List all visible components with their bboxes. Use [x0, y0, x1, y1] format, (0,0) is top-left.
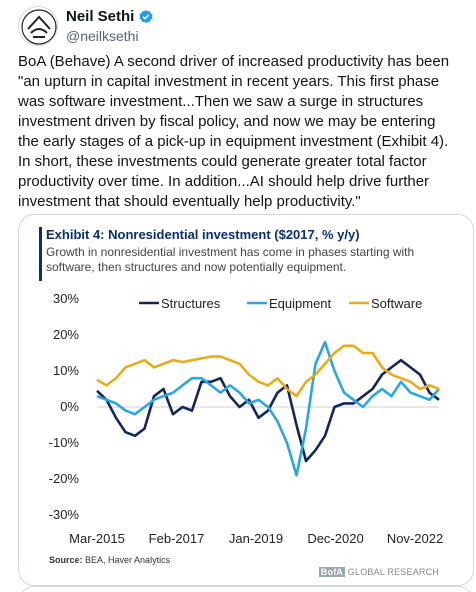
y-tick-label: -20% [49, 471, 80, 486]
x-tick-label: Nov-2022 [387, 531, 443, 546]
x-tick-label: Jan-2019 [229, 531, 283, 546]
source-label: Source: [49, 555, 83, 565]
y-tick-label: 0% [60, 399, 79, 414]
line-chart: 30% 20% 10% 0% -10% -20% -30% Mar-2015 Feb-2017 J… [49, 291, 444, 546]
chart-source: Source: BEA, Haver Analytics [49, 555, 170, 565]
exhibit-subtitle: Growth in nonresidential investment has … [46, 245, 415, 274]
y-tick-label: -10% [49, 435, 80, 450]
x-tick-label: Dec-2020 [307, 531, 363, 546]
legend-label-equipment: Equipment [269, 296, 332, 311]
legend-label-structures: Structures [161, 296, 221, 311]
legend-label-software: Software [371, 296, 422, 311]
x-tick-label: Feb-2017 [149, 531, 205, 546]
exhibit-title: Exhibit 4: Nonresidential investment ($2… [46, 227, 360, 242]
y-tick-label: -30% [49, 507, 80, 522]
brand-name: BofA [318, 567, 346, 577]
brand-suffix: GLOBAL RESEARCH [347, 567, 439, 577]
series-line-software [96, 344, 440, 398]
verified-badge-icon [139, 9, 153, 23]
tweet-media-image[interactable]: Exhibit 4: Nonresidential investment ($2… [18, 214, 474, 586]
brand-watermark: BofA GLOBAL RESEARCH [318, 567, 439, 577]
next-tweet-card[interactable] [18, 586, 474, 592]
y-tick-label: 10% [53, 363, 79, 378]
tweet-text: BoA (Behave) A second driver of increase… [18, 53, 450, 210]
source-text: BEA, Haver Analytics [85, 555, 171, 565]
tweet-header: Neil Sethi @neilksethi [18, 6, 458, 46]
x-tick-label: Mar-2015 [69, 531, 125, 546]
exhibit-accent-bar [39, 227, 42, 281]
y-tick-label: 20% [53, 327, 79, 342]
author-handle[interactable]: @neilksethi [66, 28, 139, 44]
series-line-equipment [96, 340, 440, 477]
author-name[interactable]: Neil Sethi [66, 8, 135, 25]
profile-logo-icon [21, 9, 57, 45]
y-tick-label: 30% [53, 291, 79, 306]
series-line-structures [96, 358, 440, 463]
avatar[interactable] [18, 6, 58, 46]
